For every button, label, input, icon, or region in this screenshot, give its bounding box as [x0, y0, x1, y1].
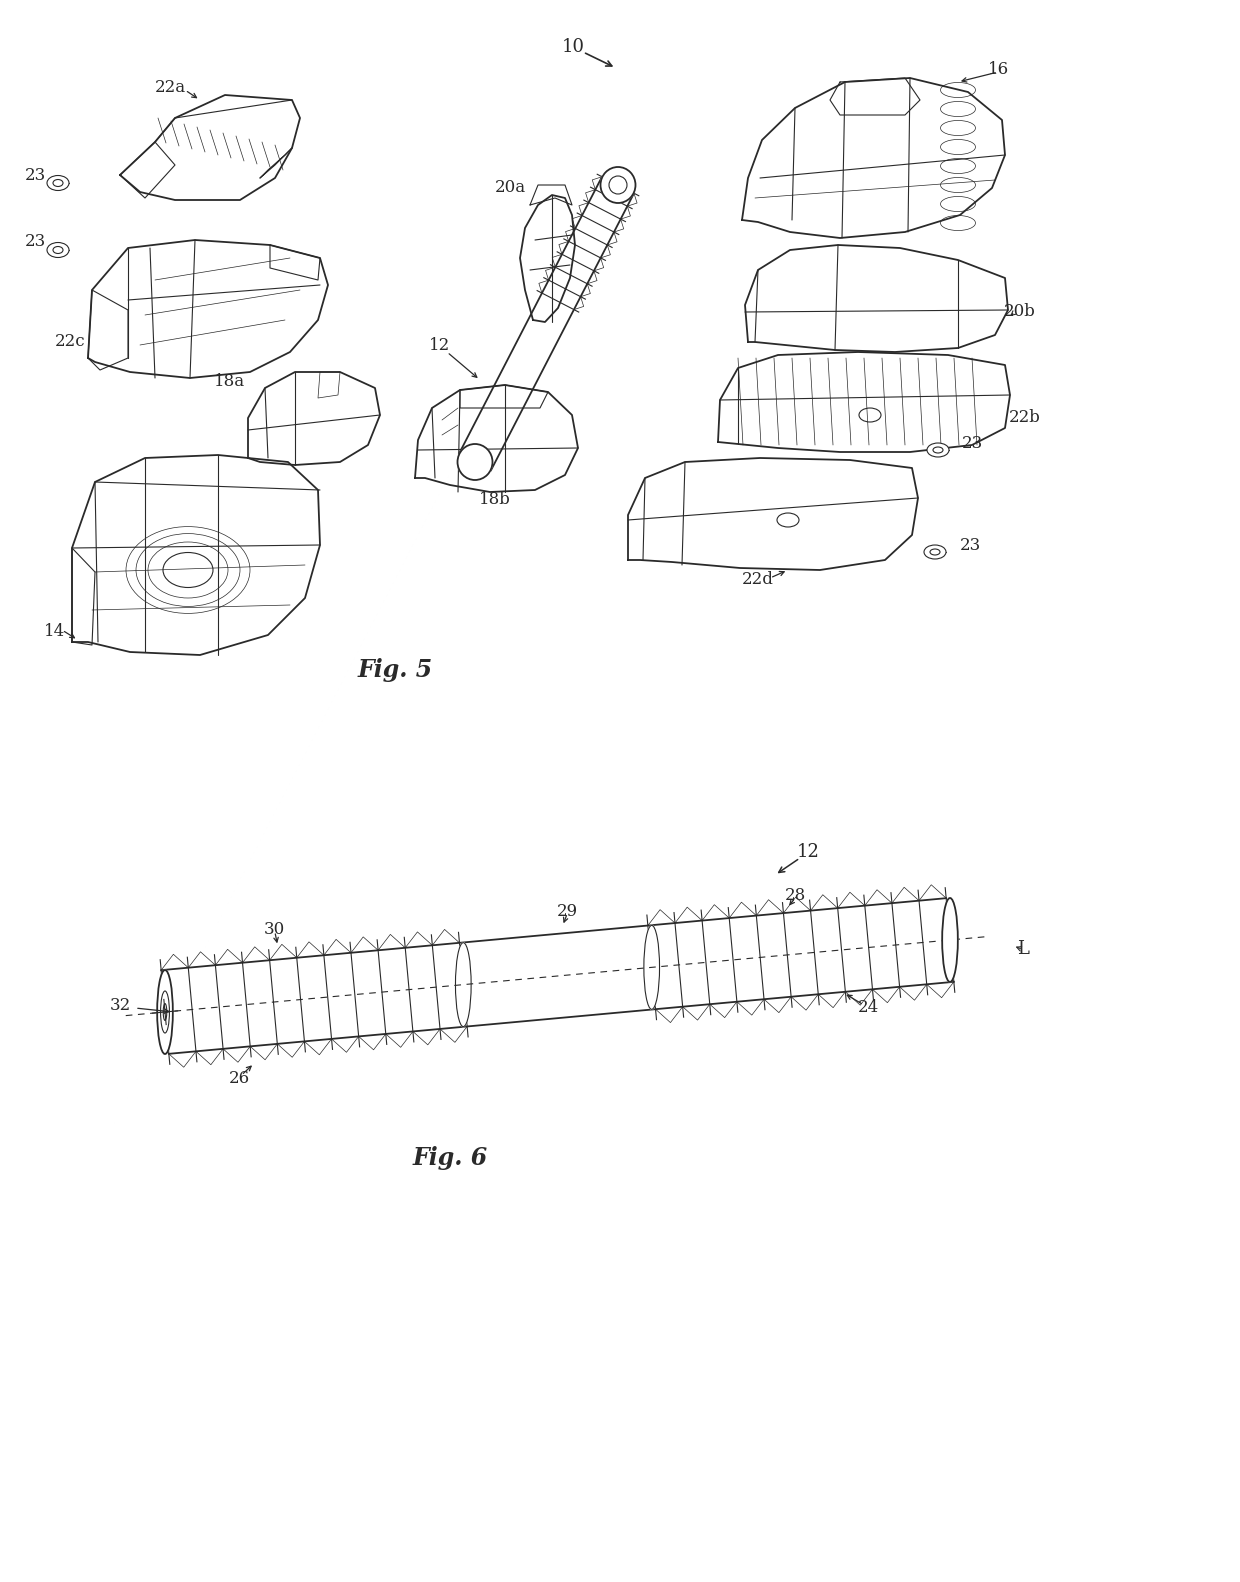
Text: 14: 14	[45, 623, 66, 641]
Ellipse shape	[924, 546, 946, 558]
Text: 30: 30	[264, 921, 285, 938]
Ellipse shape	[47, 176, 69, 190]
Text: 12: 12	[796, 843, 820, 861]
Ellipse shape	[644, 925, 660, 1009]
Text: 23: 23	[25, 234, 46, 250]
Ellipse shape	[942, 899, 957, 982]
Text: 16: 16	[987, 62, 1008, 79]
Text: Fig. 6: Fig. 6	[413, 1145, 487, 1171]
Text: 23: 23	[960, 536, 981, 554]
Text: 12: 12	[429, 337, 450, 353]
Text: Fig. 5: Fig. 5	[357, 658, 433, 682]
Text: 20b: 20b	[1004, 304, 1035, 321]
Text: 23: 23	[25, 166, 46, 184]
Ellipse shape	[455, 943, 471, 1027]
Text: 22d: 22d	[742, 571, 774, 589]
Ellipse shape	[928, 443, 949, 457]
Text: 22c: 22c	[55, 334, 86, 351]
Text: 18b: 18b	[479, 492, 511, 508]
Text: 28: 28	[785, 888, 806, 905]
Text: 32: 32	[109, 997, 130, 1014]
Ellipse shape	[47, 242, 69, 258]
Text: 22b: 22b	[1009, 410, 1040, 427]
Text: 26: 26	[228, 1069, 249, 1087]
Text: L: L	[1017, 940, 1029, 957]
Text: 23: 23	[961, 435, 982, 451]
Text: 22a: 22a	[155, 79, 186, 95]
Ellipse shape	[600, 168, 635, 202]
Ellipse shape	[458, 445, 492, 479]
Text: 29: 29	[557, 902, 578, 919]
Text: 20a: 20a	[495, 179, 526, 196]
Text: 10: 10	[562, 38, 584, 55]
Text: 18a: 18a	[215, 373, 246, 391]
Ellipse shape	[157, 970, 172, 1054]
Text: 24: 24	[858, 1000, 879, 1017]
